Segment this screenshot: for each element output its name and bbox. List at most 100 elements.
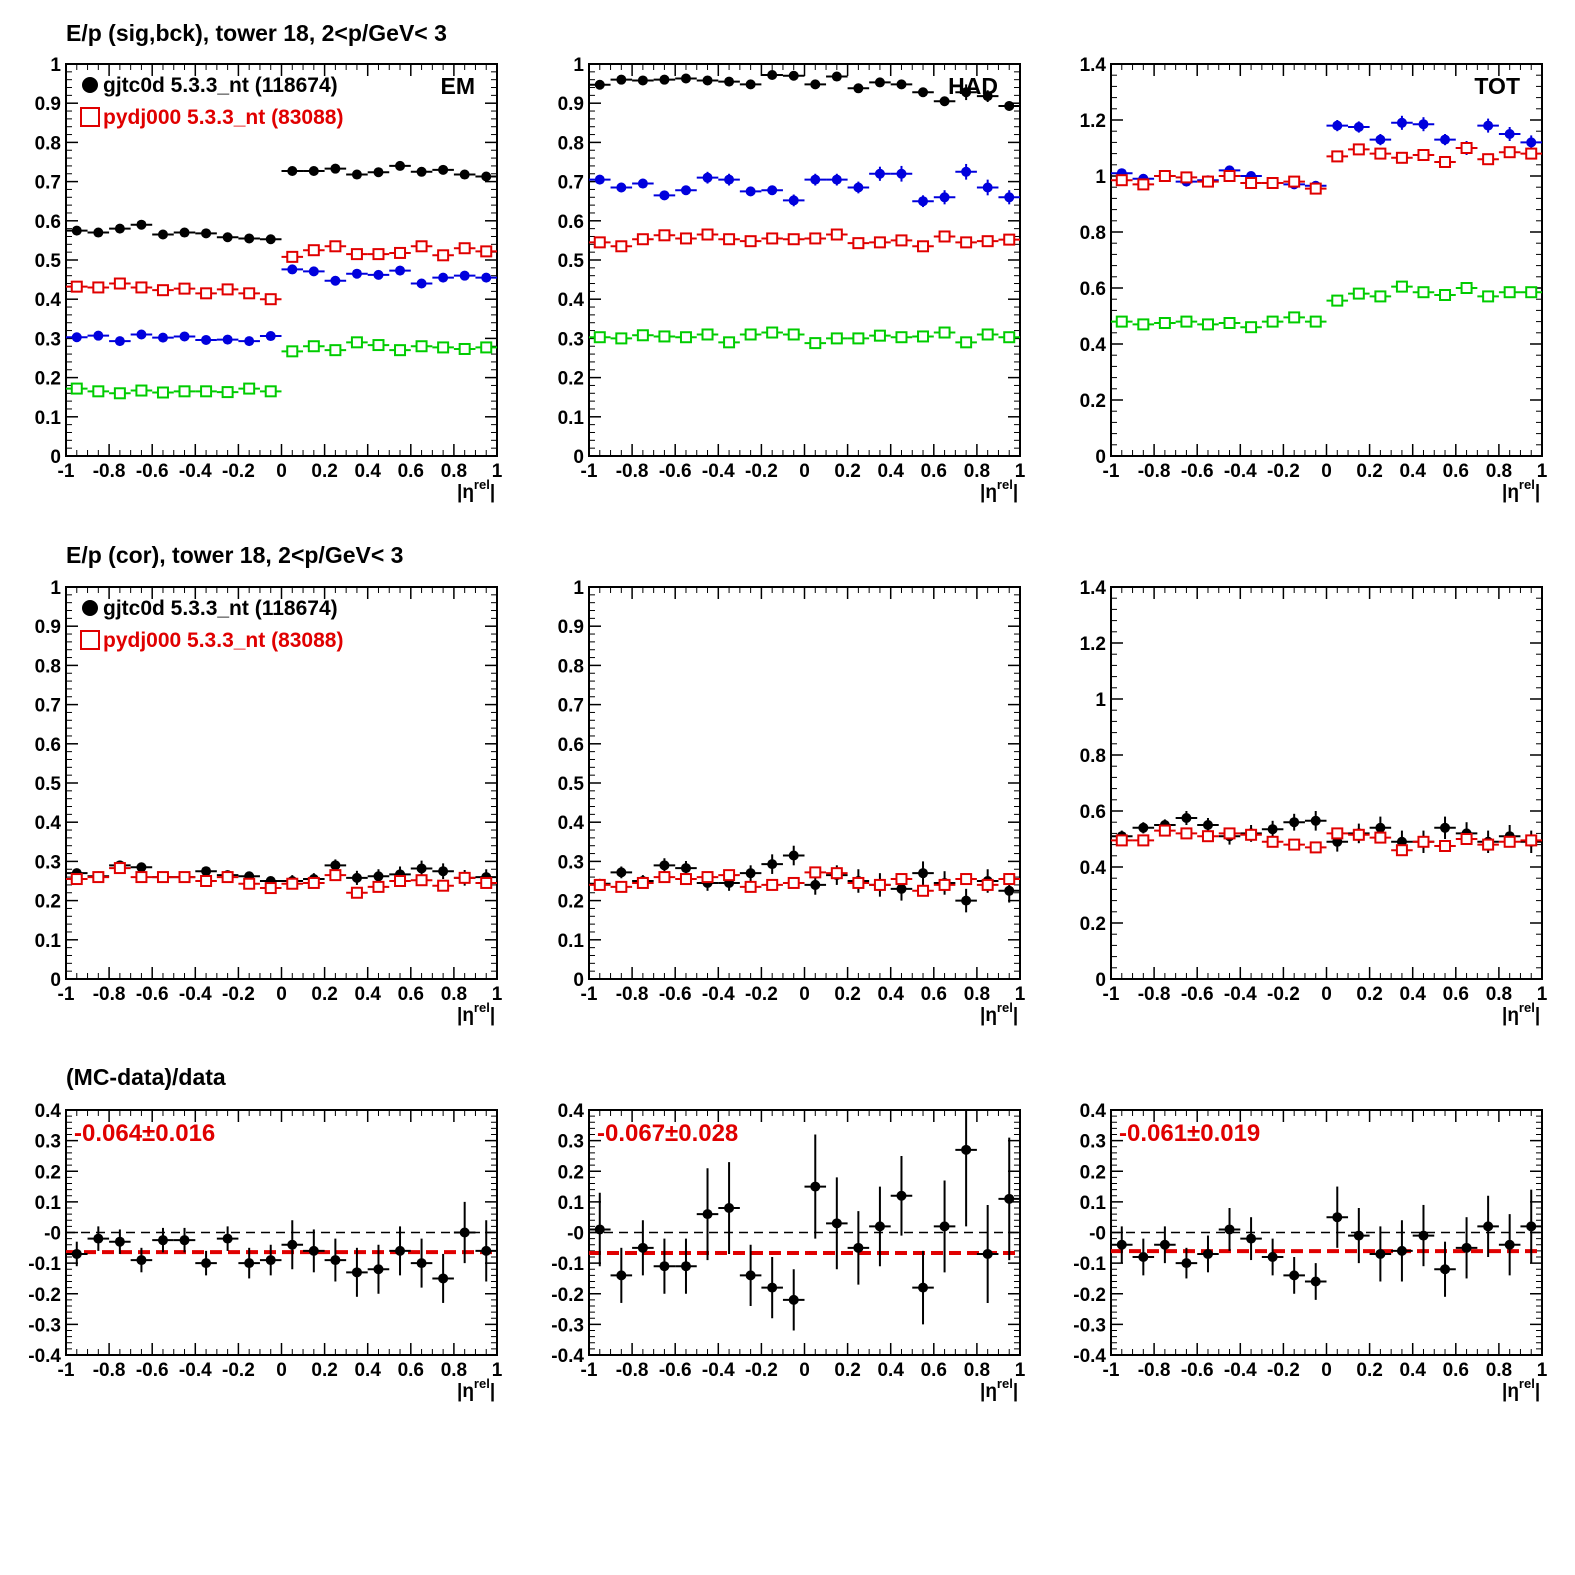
data-point-mc <box>178 282 191 295</box>
data-point-mc <box>658 871 671 884</box>
data-point-data <box>1332 1212 1343 1223</box>
data-point-mc <box>766 232 779 245</box>
data-point-background <box>480 341 493 354</box>
data-point-mc <box>981 235 994 248</box>
y-tick-label: -0.2 <box>1073 1285 1106 1306</box>
data-point-signal <box>1396 117 1407 128</box>
data-point-data <box>244 233 255 244</box>
data-point-data <box>1483 1221 1494 1232</box>
x-tick-label: 0 <box>799 461 810 482</box>
y-tick-label: 0.3 <box>35 1132 61 1153</box>
data-point-background <box>92 385 105 398</box>
data-point-background <box>1525 286 1538 299</box>
data-point-mc <box>1503 146 1516 159</box>
data-point-mc <box>1158 824 1171 837</box>
data-point-data <box>594 1224 605 1235</box>
data-point-data <box>1004 1193 1015 1204</box>
data-point-mc <box>1417 835 1430 848</box>
x-tick-label: -1 <box>1103 1360 1120 1381</box>
data-point-mc <box>1352 828 1365 841</box>
data-point-data <box>136 1255 147 1266</box>
x-tick-label: -0.2 <box>1267 1360 1300 1381</box>
data-point-mc <box>1417 149 1430 161</box>
y-tick-label: -0.1 <box>28 1254 61 1275</box>
data-point-signal <box>853 182 864 193</box>
data-point-data <box>1375 822 1386 833</box>
data-point-mc <box>1460 833 1473 845</box>
x-tick-label: 0.2 <box>311 1360 337 1381</box>
x-axis-label-end: | <box>490 1381 495 1402</box>
legend: gjtc0d 5.3.3_nt (118674) pydj000 5.3.3_nt… <box>80 597 343 652</box>
mean-annotation: -0.067±0.028 <box>597 1120 738 1147</box>
data-point-data <box>637 75 648 86</box>
y-tick-label: 0.5 <box>35 251 62 272</box>
x-tick-label: -1 <box>581 461 598 482</box>
data-point-mc <box>1201 830 1214 843</box>
data-point-mc <box>1288 838 1301 851</box>
x-axis-label: |ηrel| <box>980 1376 1018 1402</box>
data-point-mc <box>1288 175 1301 188</box>
x-tick-label: -0.2 <box>745 1360 778 1381</box>
x-tick-label: -0.2 <box>1267 984 1300 1005</box>
data-point-data <box>416 863 427 874</box>
data-point-background <box>830 332 843 345</box>
data-point-data <box>1004 100 1015 111</box>
row-title-sig-bck: E/p (sig,bck), tower 18, 2<p/GeV< 3 <box>66 20 447 46</box>
data-point-data <box>788 70 799 81</box>
data-point-background <box>981 328 994 341</box>
data-point-background <box>458 342 471 355</box>
data-point-background <box>1158 317 1171 329</box>
data-point-mc <box>766 878 779 891</box>
x-axis-label-end: | <box>1013 1381 1018 1402</box>
data-point-signal <box>896 168 907 179</box>
x-tick-label: -0.2 <box>222 1360 255 1381</box>
y-tick-label: 0 <box>1095 447 1106 468</box>
panel-label: EM <box>441 73 476 99</box>
data-point-data <box>114 223 125 234</box>
y-tick-label: 0.8 <box>35 133 61 154</box>
data-point-background <box>809 337 822 350</box>
y-tick-label: -0.2 <box>551 1285 584 1306</box>
y-tick-label: 0 <box>573 447 584 468</box>
data-point-background <box>221 386 234 399</box>
x-tick-label: 0.2 <box>311 461 337 482</box>
y-tick-label: 0.6 <box>558 735 584 756</box>
data-point-data <box>745 868 756 879</box>
x-tick-label: -0.4 <box>1224 1360 1257 1381</box>
x-tick-label: 0.8 <box>964 1360 990 1381</box>
y-tick-label: 0.3 <box>558 329 584 350</box>
data-point-signal <box>1375 134 1386 145</box>
data-point-mc <box>458 871 471 884</box>
legend-label-data: gjtc0d 5.3.3_nt (118674) <box>103 74 338 97</box>
data-point-background <box>1331 294 1344 307</box>
data-point-data <box>680 863 691 874</box>
data-point-signal <box>874 168 885 179</box>
data-point-data <box>287 166 298 177</box>
chart-panel-8: -0.4 -0.3 -0.2 -0.1 -0 0.1 0.2 0.3 0.4 -1 -0.8 -0.6… <box>551 1101 1025 1402</box>
data-point-mc <box>636 233 649 246</box>
data-point-background <box>307 340 320 353</box>
data-point-data <box>616 1270 627 1281</box>
y-tick-label: 0.4 <box>35 813 62 834</box>
data-point-mc <box>1309 841 1322 854</box>
data-layer <box>589 1110 1020 1331</box>
data-point-data <box>680 73 691 84</box>
x-axis-label: |ηrel| <box>1502 1376 1540 1402</box>
data-point-data <box>874 1221 885 1232</box>
data-layer <box>1111 1186 1542 1300</box>
x-axis-label: |ηrel| <box>457 1376 495 1402</box>
data-point-mc <box>415 874 428 887</box>
data-point-mc <box>895 873 908 886</box>
data-point-signal <box>351 268 362 279</box>
y-tick-label: 0.8 <box>1080 223 1106 244</box>
data-point-mc <box>1115 174 1128 187</box>
data-point-data <box>244 1258 255 1269</box>
data-point-mc <box>787 876 800 889</box>
y-tick-label: -0.3 <box>1073 1315 1106 1336</box>
data-point-background <box>243 382 256 395</box>
data-point-data <box>71 1248 82 1259</box>
y-tick-label: 0.5 <box>558 251 585 272</box>
data-point-data <box>1267 1252 1278 1262</box>
y-tick-label: 0.8 <box>35 656 61 677</box>
chart-panel-9: -0.4 -0.3 -0.2 -0.1 -0 0.1 0.2 0.3 0.4 -1 -0.8 -0.6… <box>1073 1101 1547 1402</box>
